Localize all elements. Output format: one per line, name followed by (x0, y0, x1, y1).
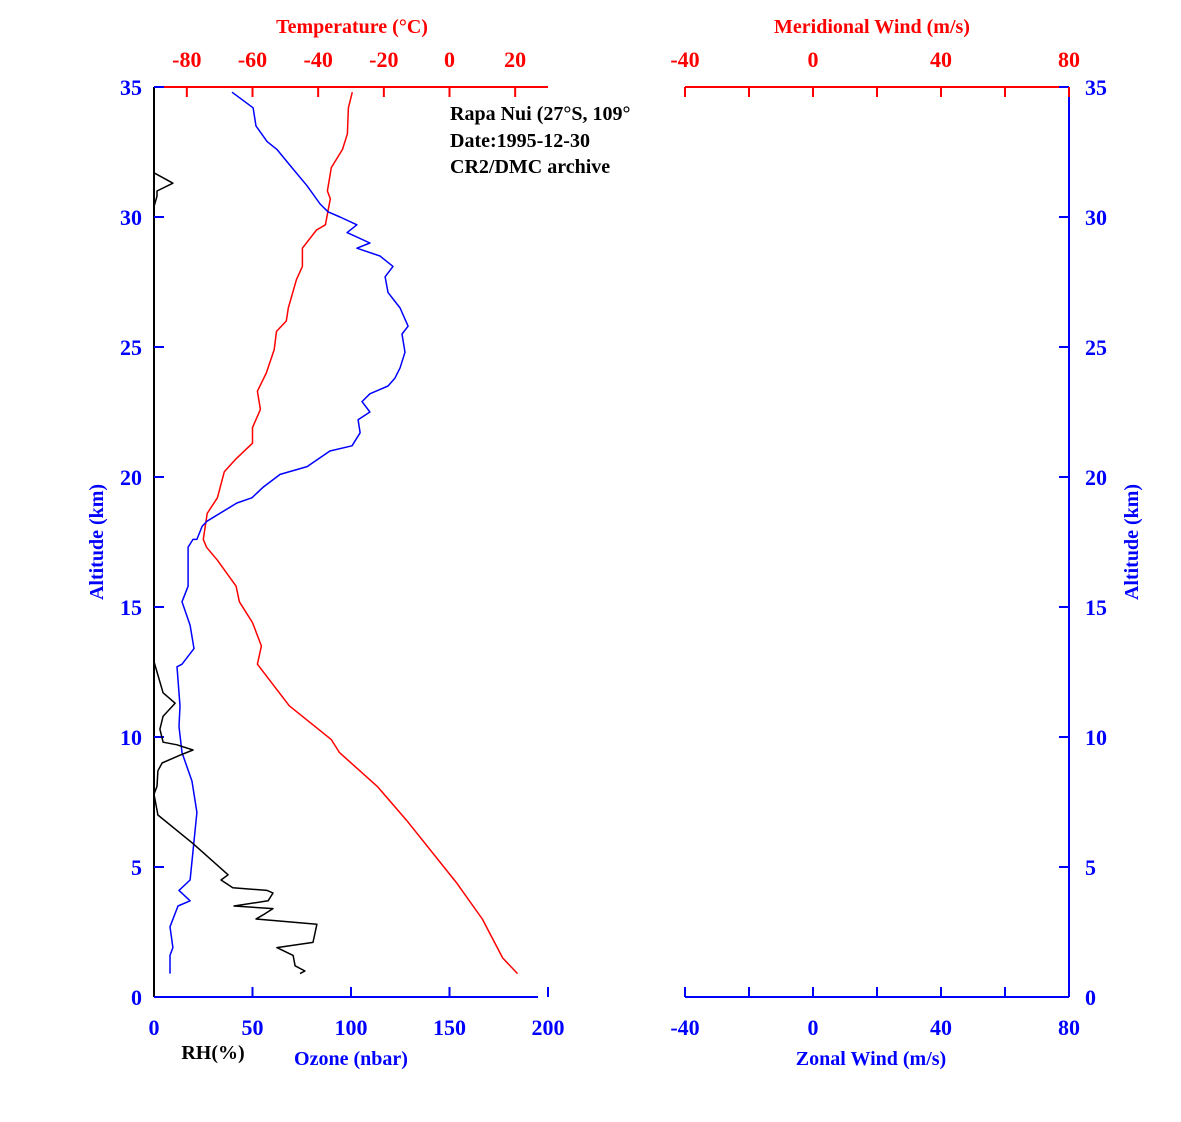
y-tick-label: 10 (120, 725, 142, 750)
bottom-tick-label: 200 (532, 1015, 565, 1040)
annotation-date: Date:1995-12-30 (450, 130, 590, 152)
y-tick-label: 0 (1085, 985, 1096, 1010)
y-tick-label: 10 (1085, 725, 1107, 750)
y-tick-label: 25 (1085, 335, 1107, 360)
bottom-tick-label: 0 (149, 1015, 160, 1040)
bottom-tick-label: 80 (1058, 1015, 1080, 1040)
bottom-tick-label: 50 (242, 1015, 264, 1040)
series-line-temperature (202, 92, 519, 975)
y-tick-label: 30 (1085, 205, 1107, 230)
top-tick-label: 20 (504, 47, 526, 72)
bottom-tick-label: 0 (808, 1015, 819, 1040)
y-tick-label: 15 (120, 595, 142, 620)
bottom-axis-title-rh: RH(%) (181, 1042, 244, 1064)
bottom-tick-label: 150 (433, 1015, 466, 1040)
y-tick-label: 0 (131, 985, 142, 1010)
y-tick-label: 35 (120, 75, 142, 100)
top-tick-label: -60 (238, 47, 267, 72)
top-axis-title-temperature: Temperature (°C) (276, 16, 428, 38)
y-tick-label: 5 (1085, 855, 1096, 880)
y-tick-label: 20 (120, 465, 142, 490)
y-tick-label: 30 (120, 205, 142, 230)
y-tick-label: 15 (1085, 595, 1107, 620)
bottom-tick-label: 40 (930, 1015, 952, 1040)
top-tick-label: 80 (1058, 47, 1080, 72)
y-axis-title-right: Altitude (km) (1121, 484, 1143, 600)
bottom-tick-label: 100 (335, 1015, 368, 1040)
top-tick-label: 40 (930, 47, 952, 72)
annotation-archive: CR2/DMC archive (450, 156, 610, 178)
y-tick-label: 20 (1085, 465, 1107, 490)
annotation-station: Rapa Nui (27°S, 109° (450, 103, 630, 125)
y-tick-label: 35 (1085, 75, 1107, 100)
y-tick-label: 5 (131, 855, 142, 880)
series-line-ozone (169, 91, 409, 974)
top-tick-label: -80 (172, 47, 201, 72)
series-line-rh (153, 172, 174, 207)
bottom-axis-title-ozone: Ozone (nbar) (294, 1048, 408, 1070)
y-tick-label: 25 (120, 335, 142, 360)
top-tick-label: -40 (304, 47, 333, 72)
top-tick-label: 0 (808, 47, 819, 72)
top-tick-label: 0 (444, 47, 455, 72)
series-line-rh (153, 661, 318, 975)
right-wind-plot: 0 5 10 15 20 25 30 35 -40 0 40 80 -40 0 40 80 (670, 47, 1107, 1040)
top-tick-label: -20 (369, 47, 398, 72)
y-axis-title-left: Altitude (km) (86, 484, 108, 600)
bottom-axis-title-zonal: Zonal Wind (m/s) (796, 1048, 946, 1070)
bottom-tick-label: -40 (670, 1015, 699, 1040)
top-tick-label: -40 (670, 47, 699, 72)
top-axis-title-meridional: Meridional Wind (m/s) (774, 16, 970, 38)
